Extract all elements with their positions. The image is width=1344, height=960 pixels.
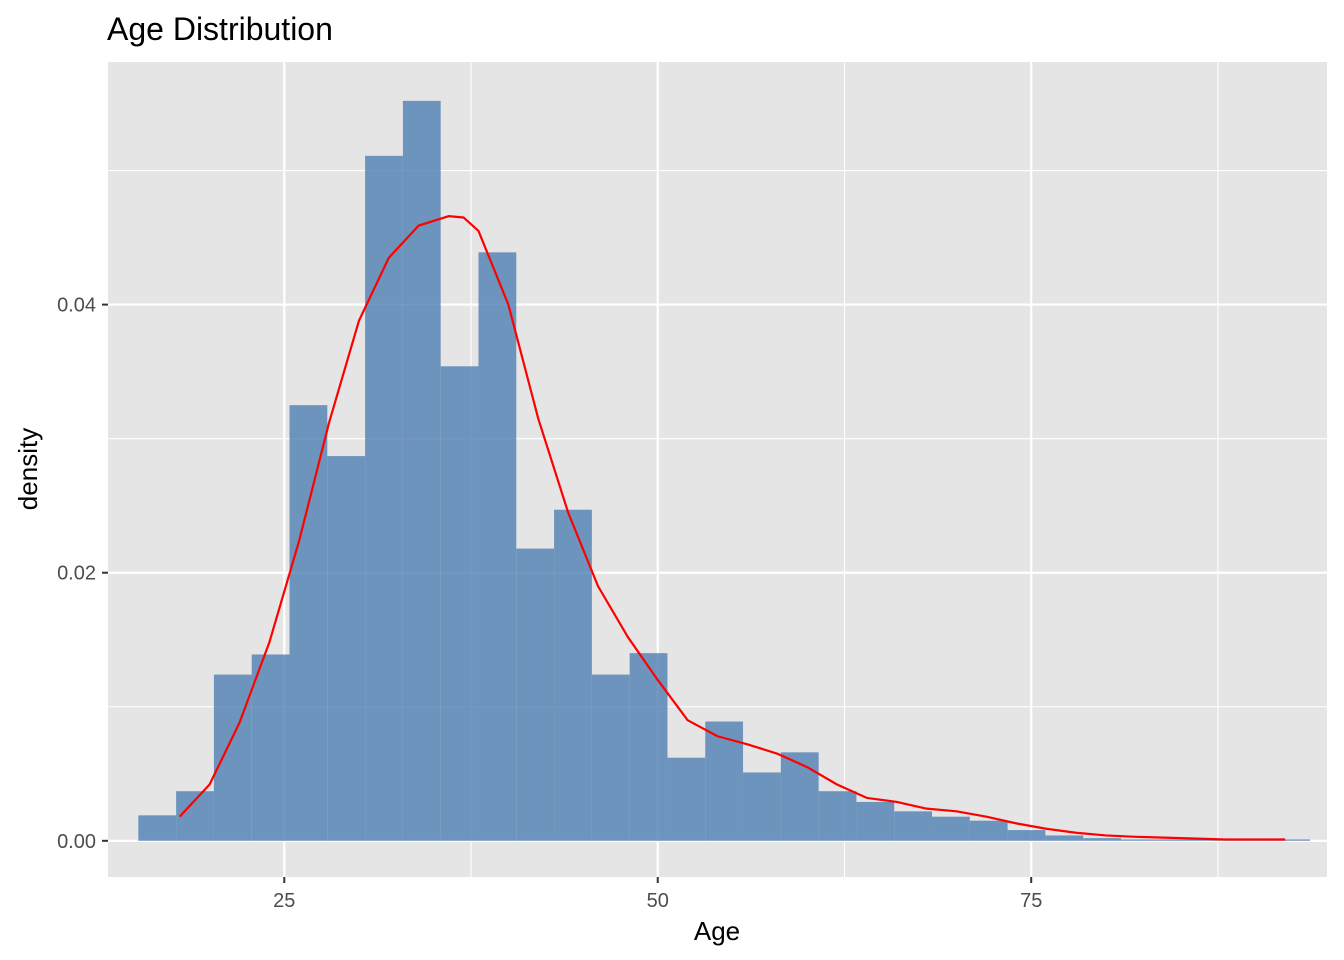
density-curve [178, 215, 1286, 841]
histogram-bar [251, 654, 290, 841]
histogram-bar [856, 801, 895, 841]
histogram-bar [478, 252, 517, 841]
x-tick-label: 75 [1020, 890, 1042, 912]
x-tick-label: 25 [273, 890, 295, 912]
histogram-bar [1272, 839, 1310, 841]
y-tick-label: 0.00 [57, 831, 96, 853]
histogram-bar [780, 752, 819, 841]
y-axis-title: density [13, 428, 43, 510]
histogram-bar [667, 757, 706, 841]
x-tick-label: 50 [647, 890, 669, 912]
histogram-bar [289, 405, 328, 841]
histogram-bar [591, 674, 630, 841]
histogram-bar [1045, 835, 1084, 841]
histogram-bar [1007, 830, 1046, 841]
histogram-bar [818, 791, 857, 841]
histogram-bar [516, 548, 555, 841]
histogram-bar [440, 366, 479, 841]
y-tick-label: 0.04 [57, 295, 96, 317]
histogram-bar [327, 456, 366, 841]
histogram-bar [932, 816, 970, 841]
y-axis-ticks: 0.00 0.02 0.04 [57, 295, 108, 853]
histogram-bar [402, 100, 441, 841]
histogram-bar [1083, 838, 1121, 841]
histogram-bars [138, 100, 1310, 841]
histogram-bar [894, 811, 933, 841]
histogram-bar [743, 772, 781, 841]
histogram-bar [1158, 839, 1197, 841]
histogram-bar [213, 674, 252, 841]
histogram-bar [969, 820, 1008, 841]
x-axis-title: Age [694, 916, 740, 946]
chart-title: Age Distribution [107, 11, 333, 47]
histogram-bar [365, 155, 403, 841]
y-tick-label: 0.02 [57, 563, 96, 585]
histogram-bar [705, 721, 744, 841]
x-axis-ticks: 25 50 75 [273, 877, 1042, 912]
histogram-bar [1120, 839, 1159, 841]
histogram-bar [629, 653, 668, 841]
histogram-bar [554, 509, 592, 841]
histogram-bar [138, 815, 177, 841]
